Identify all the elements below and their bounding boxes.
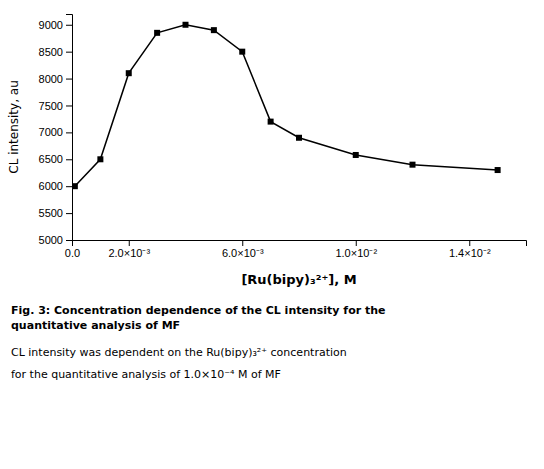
series [72, 22, 501, 189]
y-tick: 7500 [39, 99, 72, 111]
marker [183, 22, 189, 28]
marker [268, 119, 274, 125]
y-tick-mark [66, 25, 72, 26]
x-tick: 6.0×10⁻³ [222, 240, 264, 259]
x-tick: 0.0 [65, 240, 80, 259]
marker [353, 152, 359, 158]
y-tick-mark [66, 213, 72, 214]
y-tick-mark [66, 186, 72, 187]
y-tick-label: 9000 [39, 19, 63, 31]
caption-line: for the quantitative analysis of 1.0×10⁻… [11, 368, 281, 381]
y-tick-label: 6500 [39, 153, 63, 165]
x-tick-mark [356, 240, 357, 246]
caption-line: CL intensity was dependent on the Ru(bip… [11, 346, 347, 359]
y-tick-label: 8000 [39, 73, 63, 85]
marker [72, 183, 78, 189]
x-tick-mark [469, 240, 470, 246]
caption-line: Fig. 3: Concentration dependence of the … [11, 304, 386, 317]
marker [495, 167, 501, 173]
x-tick: 1.4×10⁻² [449, 240, 491, 259]
marker [126, 70, 132, 76]
caption-line: quantitative analysis of MF [11, 319, 180, 332]
plot-area: 0.02.0×10⁻³6.0×10⁻³1.0×10⁻²1.4×10⁻²50005… [39, 15, 527, 259]
caption: CL intensity was dependent on the Ru(bip… [11, 346, 347, 359]
line [75, 25, 498, 186]
y-tick-label: 7500 [39, 99, 63, 111]
y-tick-label: 7000 [39, 126, 63, 138]
chart: 0.02.0×10⁻³6.0×10⁻³1.0×10⁻²1.4×10⁻²50005… [0, 0, 544, 469]
y-tick-label: 8500 [39, 46, 63, 58]
x-axis-title: [Ru(bipy)₃²⁺], M [241, 272, 356, 287]
x-tick-mark [242, 240, 243, 246]
y-tick: 7000 [39, 126, 72, 138]
y-tick-label: 5000 [39, 234, 63, 246]
y-tick-mark [66, 132, 72, 133]
y-tick-label: 6000 [39, 180, 63, 192]
y-tick-label: 5500 [39, 207, 63, 219]
y-tick-mark [66, 159, 72, 160]
y-tick: 8500 [39, 46, 72, 58]
y-axis: 5000 5500 6000 6500 7000 7500 8000 8500 9000 [39, 15, 73, 247]
marker [296, 135, 302, 141]
caption: for the quantitative analysis of 1.0×10⁻… [11, 368, 281, 381]
x-tick-label: 1.4×10⁻² [449, 247, 491, 259]
marker [239, 49, 245, 55]
marker [97, 156, 103, 162]
y-tick: 5500 [39, 207, 72, 219]
y-axis-line [66, 15, 73, 241]
marker [211, 27, 217, 33]
y-tick-mark [66, 79, 72, 80]
x-axis: 0.0 2.0×10⁻³ 6.0×10⁻³ 1.0×10⁻² 1.4×10⁻² [65, 240, 527, 259]
x-tick-label: 0.0 [65, 247, 80, 259]
caption: Fig. 3: Concentration dependence of the … [11, 304, 386, 332]
y-axis-title: CL intensity, au [7, 80, 21, 174]
y-tick: 9000 [39, 19, 72, 31]
y-tick: 5000 [39, 234, 72, 246]
x-axis-line [73, 241, 527, 247]
x-tick-label: 2.0×10⁻³ [108, 247, 150, 259]
x-tick-label: 6.0×10⁻³ [222, 247, 264, 259]
y-tick: 6000 [39, 180, 72, 192]
x-tick-label: 1.0×10⁻² [335, 247, 377, 259]
y-tick: 6500 [39, 153, 72, 165]
y-tick-mark [66, 105, 72, 106]
y-tick: 8000 [39, 73, 72, 85]
y-tick-mark [66, 52, 72, 53]
marker [154, 30, 160, 36]
x-tick: 1.0×10⁻² [335, 240, 377, 259]
marker [410, 162, 416, 168]
x-tick: 2.0×10⁻³ [108, 240, 150, 259]
y-tick-mark [66, 240, 72, 241]
x-tick-mark [129, 240, 130, 246]
